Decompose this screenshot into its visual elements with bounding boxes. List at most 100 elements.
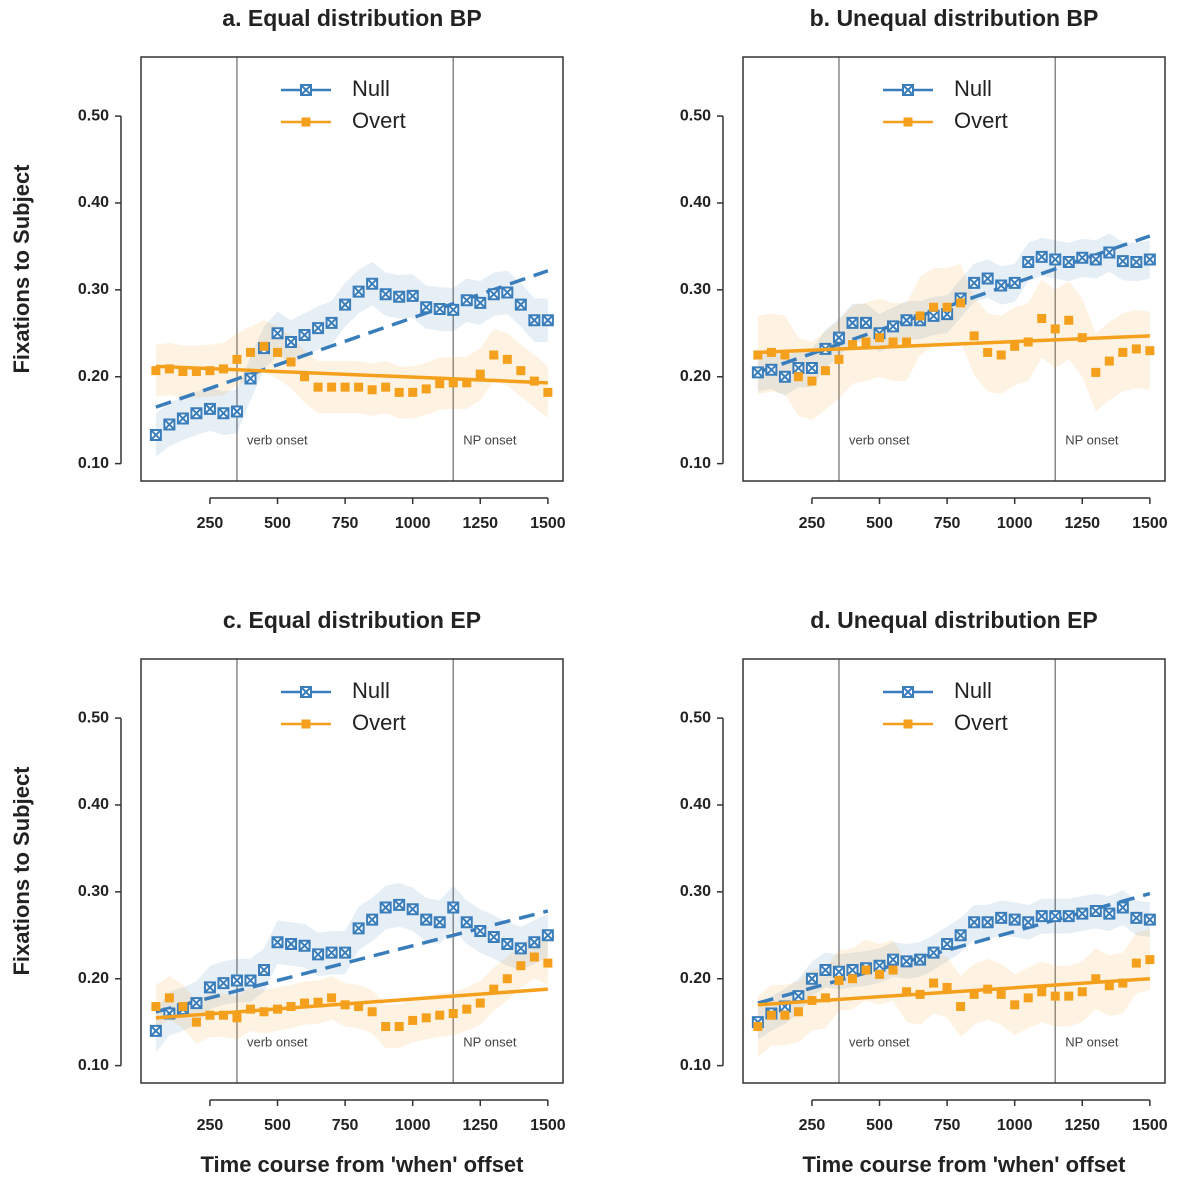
marker [339,298,352,311]
marker [462,1004,472,1014]
marker [421,384,431,394]
y-tick-label: 0.50 [78,709,109,726]
marker [915,311,925,321]
chart-title: c. Equal distribution EP [223,607,481,633]
marker [514,298,527,311]
x-tick-label: 750 [332,515,359,532]
marker [1143,253,1156,266]
marker [1022,256,1035,269]
marker [1089,253,1102,266]
marker [820,993,830,1003]
x-tick-label: 1000 [997,1117,1033,1134]
marker [149,428,162,441]
x-tick-label: 1250 [462,515,498,532]
y-tick-label: 0.50 [680,709,711,726]
marker [379,901,392,914]
x-tick-label: 1000 [997,515,1033,532]
marker [1077,333,1087,343]
legend-marker [903,719,913,729]
marker [408,387,418,397]
marker [1077,987,1087,997]
marker [474,296,487,309]
marker [354,1002,364,1012]
marker [271,327,284,340]
marker [313,997,323,1007]
y-tick-label: 0.50 [680,107,711,124]
marker [232,354,242,364]
y-tick-label: 0.10 [680,1057,711,1074]
marker [217,977,230,990]
marker [915,989,925,999]
legend-label: Null [352,678,390,703]
marker [1062,910,1075,923]
marker [983,984,993,994]
marker [340,382,350,392]
y-tick-label: 0.50 [78,107,109,124]
marker [394,387,404,397]
marker [300,372,310,382]
x-axis-label: Time course from 'when' offset [802,1152,1126,1177]
marker [888,965,898,975]
marker [541,929,554,942]
confidence-band [757,890,1150,1040]
marker [327,993,337,1003]
marker [163,418,176,431]
marker [1104,356,1114,366]
confidence-band [155,320,548,419]
legend-marker [903,117,913,127]
marker [753,350,763,360]
marker [367,385,377,395]
marker [1103,246,1116,259]
marker [352,922,365,935]
marker [164,364,174,374]
marker [1049,253,1062,266]
marker [1035,910,1048,923]
legend-marker [300,686,312,698]
y-tick-label: 0.30 [680,281,711,298]
marker [286,357,296,367]
marker [929,978,939,988]
marker [819,964,832,977]
marker [339,946,352,959]
marker [1010,1000,1020,1010]
x-tick-label: 500 [264,1117,291,1134]
marker [1118,978,1128,988]
marker [1064,991,1074,1001]
marker [941,937,954,950]
y-tick-label: 0.40 [680,796,711,813]
marker [1130,256,1143,269]
marker [793,1007,803,1017]
marker [1035,250,1048,263]
marker [873,959,886,972]
marker [807,995,817,1005]
legend-marker [902,84,914,96]
marker [846,316,859,329]
marker [1049,910,1062,923]
marker [778,370,791,383]
marker [968,276,981,289]
marker [149,1024,162,1037]
x-tick-label: 750 [934,515,961,532]
x-tick-label: 500 [866,515,893,532]
marker [1062,256,1075,269]
marker [902,337,912,347]
marker [366,913,379,926]
y-tick-label: 0.10 [680,455,711,472]
x-tick-label: 1000 [395,1117,431,1134]
marker [205,1010,215,1020]
marker [178,367,188,377]
marker [258,964,271,977]
onset-label: NP onset [463,1034,517,1049]
marker [420,913,433,926]
marker [447,901,460,914]
marker [753,1022,763,1032]
marker [367,1007,377,1017]
x-tick-label: 1000 [395,515,431,532]
marker [1064,315,1074,325]
marker [203,981,216,994]
y-tick-label: 0.20 [78,970,109,987]
y-tick-label: 0.40 [78,194,109,211]
y-tick-label: 0.30 [78,883,109,900]
marker [887,320,900,333]
